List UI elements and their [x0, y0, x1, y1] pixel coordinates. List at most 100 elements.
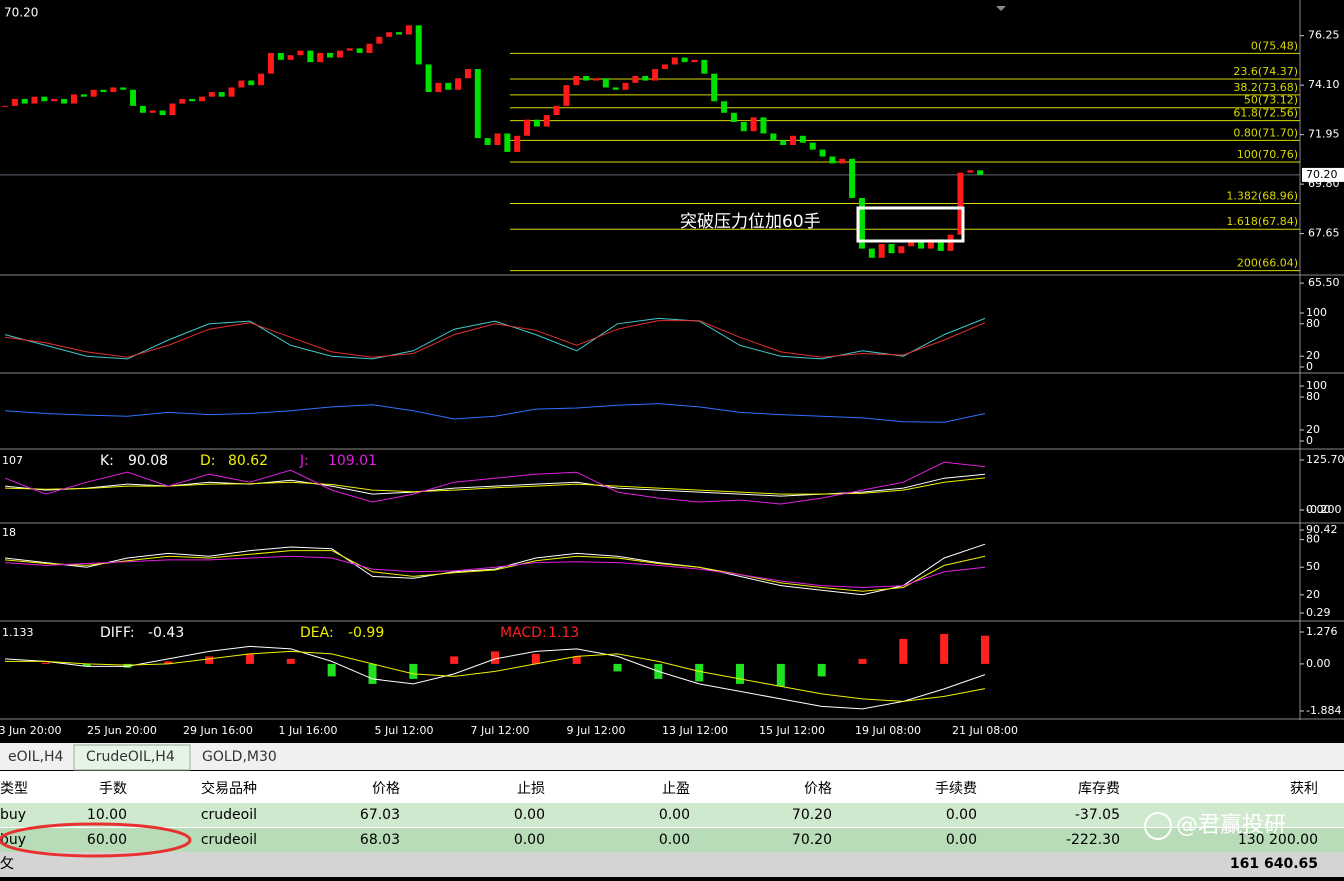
candle: [258, 73, 265, 86]
y-tick-label: 0.29: [1306, 606, 1331, 619]
table-header: 交易品种: [201, 780, 257, 797]
candle: [977, 170, 984, 175]
indicator-line: [4, 403, 986, 423]
table-cell: buy: [0, 807, 26, 823]
candle: [41, 96, 48, 102]
y-tick-label: 0: [1306, 434, 1313, 447]
table-cell: buy: [0, 832, 26, 848]
macd-bar: [164, 661, 173, 664]
candle: [898, 246, 905, 254]
candle: [721, 101, 728, 113]
indicator-line: [4, 550, 986, 592]
candle: [819, 149, 826, 157]
candle: [937, 239, 944, 251]
macd-bar: [246, 653, 254, 664]
candle: [139, 105, 146, 113]
indicator-line: [4, 645, 986, 710]
candle: [199, 96, 205, 102]
y-tick-label: 0.00: [1306, 503, 1331, 516]
legend-value: 109.01: [328, 453, 377, 469]
candle: [612, 87, 619, 90]
panel-label: 18: [2, 526, 16, 539]
macd-bar: [858, 658, 867, 664]
macd-bar: [940, 633, 949, 664]
table-cell: 0.00: [514, 807, 545, 823]
y-tick-label: 20: [1306, 349, 1320, 362]
macd-bar: [491, 651, 499, 664]
fib-label: 0.80(71.70): [1233, 126, 1298, 139]
candle: [189, 98, 196, 102]
watermark: @君赢投研: [1176, 813, 1286, 838]
y-tick-label: 125.70: [1306, 453, 1344, 466]
candle: [277, 52, 284, 60]
table-header: 止盈: [662, 781, 690, 797]
table-cell: crudeoil: [201, 832, 257, 848]
candle: [671, 57, 678, 65]
y-tick-label: 0.00: [1306, 657, 1331, 670]
macd-bar: [82, 663, 91, 667]
breakout-box: [856, 206, 965, 243]
candle: [760, 117, 767, 134]
candle: [61, 98, 68, 104]
legend-value: -0.99: [348, 625, 384, 641]
legend-name: DEA:: [300, 625, 334, 641]
header-price: 70.20: [4, 6, 38, 20]
legend-value: 1.13: [548, 625, 579, 641]
y-tick-label: 76.25: [1308, 29, 1340, 42]
candle: [947, 234, 954, 251]
candle: [661, 64, 668, 70]
fib-label: 100(70.76): [1237, 148, 1298, 161]
candle: [494, 133, 501, 145]
watermark-logo: [1144, 812, 1172, 840]
macd-bar: [327, 663, 336, 677]
legend-name: DIFF:: [100, 625, 135, 641]
candle: [297, 50, 304, 56]
legend-value: 90.08: [128, 453, 168, 469]
tab[interactable]: CrudeOIL,H4: [86, 749, 175, 765]
table-header: 库存费: [1078, 781, 1120, 797]
panel-label: 1.133: [2, 626, 34, 639]
y-tick-label: 100: [1306, 306, 1327, 319]
candle: [799, 135, 806, 143]
candle: [563, 85, 570, 106]
macd-bar: [981, 635, 989, 664]
candle: [740, 121, 747, 132]
indicator-line: [4, 461, 986, 505]
indicator-line: [5, 650, 986, 702]
candle: [110, 87, 117, 93]
y-tick-label: 50: [1306, 560, 1320, 573]
y-tick-label: -0.200: [1306, 503, 1341, 516]
candle: [868, 248, 875, 258]
candle: [858, 197, 865, 249]
macd-bar: [613, 663, 622, 672]
candle: [504, 133, 511, 152]
fib-label: 23.6(74.37): [1233, 65, 1298, 78]
price-tag-bg: [1302, 167, 1344, 182]
table-cell: 130 200.00: [1238, 832, 1318, 848]
candle: [701, 59, 708, 74]
table-cell: 10.00: [87, 807, 127, 823]
table-header: 止损: [517, 781, 545, 797]
candle: [790, 135, 796, 145]
table-cell: -37.05: [1075, 807, 1120, 823]
table-cell: 0.00: [946, 832, 977, 848]
candle: [396, 32, 402, 35]
macd-bar: [41, 662, 50, 664]
candle: [849, 158, 856, 198]
x-tick-label: 9 Jul 12:00: [567, 724, 626, 737]
macd-bar: [450, 656, 459, 664]
indicator-line: [4, 555, 986, 589]
x-tick-label: 25 Jun 20:00: [87, 724, 157, 737]
legend-name: D:: [200, 453, 216, 469]
candle: [967, 170, 974, 173]
candle: [376, 36, 383, 44]
candle: [445, 82, 452, 90]
macd-bar: [817, 663, 826, 677]
tab-bar: [0, 743, 1344, 770]
legend-value: -0.43: [148, 625, 184, 641]
fib-label: 1.618(67.84): [1226, 215, 1298, 228]
candle: [602, 78, 609, 88]
tab[interactable]: GOLD,M30: [202, 749, 277, 765]
candle: [130, 89, 137, 106]
tab[interactable]: eOIL,H4: [8, 749, 64, 765]
